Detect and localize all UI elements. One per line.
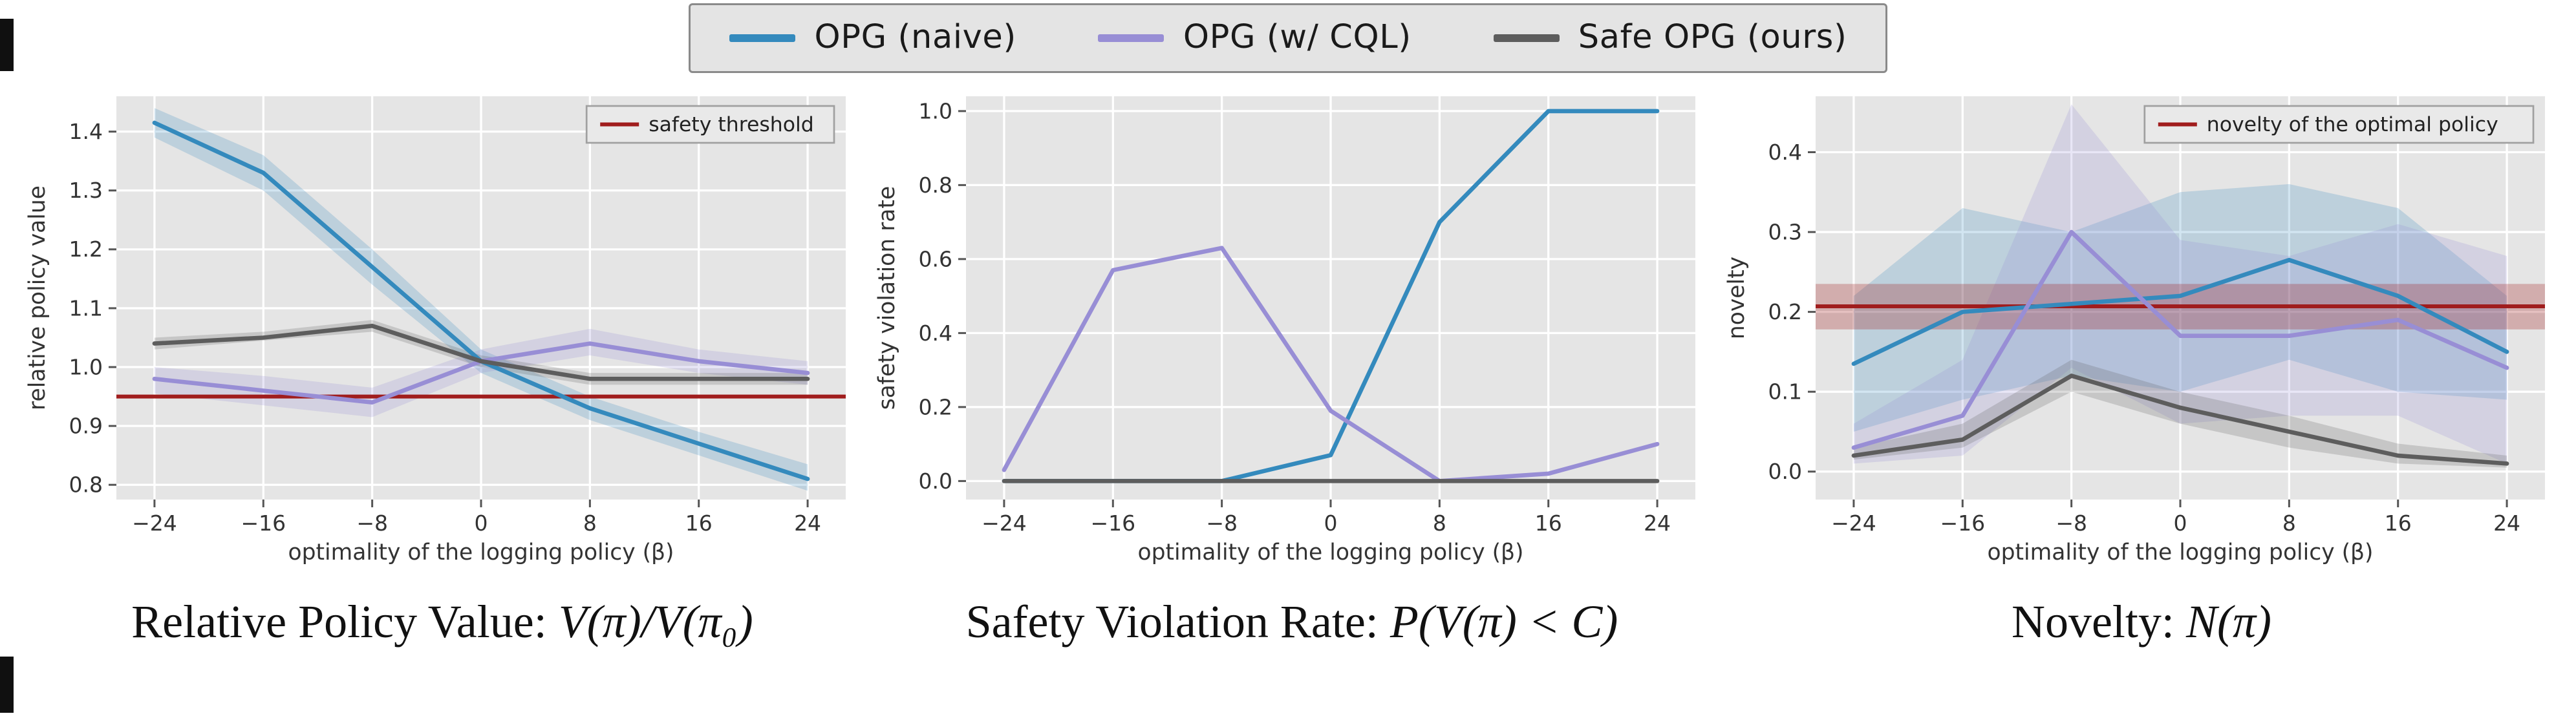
legend-item-safe-opg: Safe OPG (ours) (1492, 19, 1847, 58)
svg-text:optimality of the logging poli: optimality of the logging policy (β) (1987, 540, 2373, 565)
svg-text:safety violation rate: safety violation rate (874, 186, 900, 410)
svg-text:0: 0 (1324, 511, 1338, 536)
svg-text:novelty: novelty (1724, 257, 1750, 339)
caption-relative-policy-value: Relative Policy Value: V(π)/V(π₀) (131, 598, 753, 651)
legend-item-opg-naive: OPG (naive) (729, 19, 1016, 58)
svg-text:16: 16 (1535, 511, 1562, 536)
svg-text:1.0: 1.0 (919, 98, 952, 123)
svg-text:8: 8 (583, 511, 597, 536)
svg-text:−24: −24 (132, 511, 177, 536)
screen-edge-artifact-bottom (0, 657, 14, 713)
svg-text:8: 8 (2282, 511, 2296, 536)
caption-math: P(V(π) < C) (1390, 598, 1618, 649)
legend-label: Safe OPG (ours) (1578, 19, 1847, 58)
svg-text:−8: −8 (2055, 511, 2087, 536)
svg-text:0.0: 0.0 (1768, 459, 1802, 484)
legend-item-opg-cql: OPG (w/ CQL) (1097, 19, 1411, 58)
svg-text:−24: −24 (1831, 511, 1876, 536)
svg-text:−16: −16 (1090, 511, 1135, 536)
legend-line-sample-gray (1492, 34, 1559, 42)
svg-text:1.1: 1.1 (69, 295, 103, 321)
svg-text:0.8: 0.8 (69, 472, 103, 498)
novelty-chart: −24 −16 −8 0 8 16 24 0.0 0.1 0.2 0.3 0.4 optimality … (1724, 96, 2545, 565)
svg-text:−24: −24 (982, 511, 1027, 536)
svg-text:24: 24 (1644, 511, 1671, 536)
panel-safety-violation-rate: −24 −16 −8 0 8 16 24 0.0 0.2 0.4 0.6 0.8 1.0 optimali… (869, 81, 1715, 651)
svg-text:−8: −8 (1206, 511, 1238, 536)
svg-text:1.4: 1.4 (69, 119, 103, 144)
svg-text:0.3: 0.3 (1768, 219, 1802, 244)
svg-text:0.2: 0.2 (1768, 299, 1802, 324)
svg-text:0.9: 0.9 (69, 414, 103, 439)
caption-text: Relative Policy Value: (131, 598, 559, 649)
relative-policy-value-chart: −24 −16 −8 0 8 16 24 0.8 0.9 1.0 1.1 1.2 1.3 1.4 optim… (25, 96, 846, 565)
svg-text:1.0: 1.0 (69, 354, 103, 379)
svg-text:0.4: 0.4 (919, 321, 952, 346)
svg-text:0.8: 0.8 (919, 173, 952, 198)
svg-text:24: 24 (794, 511, 821, 536)
svg-text:relative policy value: relative policy value (25, 185, 50, 410)
legend-label: OPG (w/ CQL) (1183, 19, 1411, 58)
svg-text:−16: −16 (1940, 511, 1985, 536)
svg-text:1.2: 1.2 (69, 237, 103, 262)
svg-text:optimality of the logging poli: optimality of the logging policy (β) (288, 540, 674, 565)
svg-text:safety threshold: safety threshold (649, 113, 814, 136)
svg-text:24: 24 (2493, 511, 2520, 536)
caption-text: Safety Violation Rate: (965, 598, 1390, 649)
caption-text: Novelty: (2011, 598, 2186, 649)
caption-math: N(π) (2185, 598, 2271, 649)
caption-novelty: Novelty: N(π) (2012, 598, 2271, 651)
svg-text:0.2: 0.2 (919, 394, 952, 419)
panel-relative-policy-value: −24 −16 −8 0 8 16 24 0.8 0.9 1.0 1.1 1.2 1.3 1.4 optim… (19, 81, 865, 651)
svg-text:0.4: 0.4 (1768, 140, 1802, 165)
caption-math: V(π)/V(π₀) (558, 598, 753, 649)
svg-text:1.3: 1.3 (69, 178, 103, 203)
svg-text:0: 0 (2174, 511, 2187, 536)
panel-novelty: −24 −16 −8 0 8 16 24 0.0 0.1 0.2 0.3 0.4 optimality … (1719, 81, 2564, 651)
svg-text:novelty of the optimal policy: novelty of the optimal policy (2207, 113, 2498, 136)
legend-line-sample-blue (729, 34, 795, 42)
screen-edge-artifact-top (0, 19, 14, 71)
svg-text:0.0: 0.0 (919, 469, 952, 494)
svg-text:16: 16 (2385, 511, 2412, 536)
svg-text:0.1: 0.1 (1768, 379, 1802, 405)
svg-text:0.6: 0.6 (919, 246, 952, 271)
safety-violation-rate-chart: −24 −16 −8 0 8 16 24 0.0 0.2 0.4 0.6 0.8 1.0 optimali… (874, 96, 1695, 565)
legend-label: OPG (naive) (814, 19, 1016, 58)
legend-line-sample-purple (1097, 34, 1164, 42)
svg-text:−8: −8 (356, 511, 388, 536)
charts-row: −24 −16 −8 0 8 16 24 0.8 0.9 1.0 1.1 1.2 1.3 1.4 optim… (0, 81, 2576, 651)
svg-text:−16: −16 (241, 511, 286, 536)
svg-text:0: 0 (475, 511, 488, 536)
svg-text:8: 8 (1433, 511, 1446, 536)
figure-legend: OPG (naive) OPG (w/ CQL) Safe OPG (ours) (688, 3, 1888, 73)
caption-safety-violation-rate: Safety Violation Rate: P(V(π) < C) (966, 598, 1618, 651)
svg-text:16: 16 (685, 511, 713, 536)
figure-page: OPG (naive) OPG (w/ CQL) Safe OPG (ours)… (0, 3, 2576, 727)
svg-text:optimality of the logging poli: optimality of the logging policy (β) (1137, 540, 1523, 565)
